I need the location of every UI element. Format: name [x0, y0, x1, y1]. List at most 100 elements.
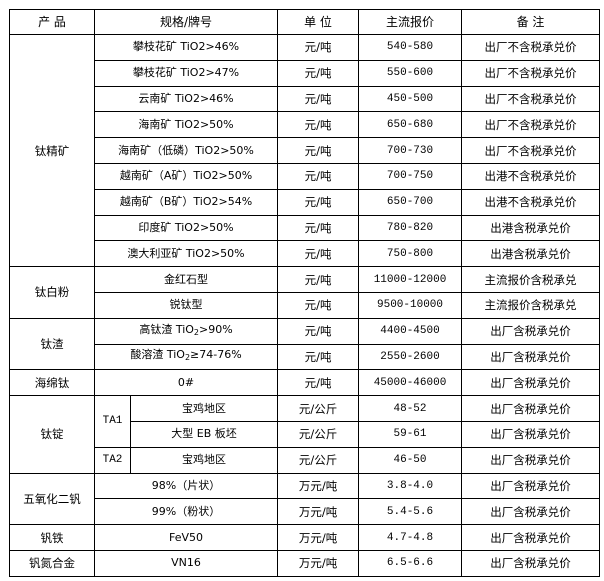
product-cell: 五氧化二钒 — [9, 472, 95, 526]
grade-cell: TA1 — [94, 395, 131, 448]
spec-cell: 98%（片状） — [93, 472, 279, 500]
unit-cell: 元/吨 — [277, 266, 360, 293]
grade-cell: TA2 — [94, 446, 131, 474]
header-cell: 备 注 — [461, 9, 601, 35]
table-row: 酸溶渣 TiO2≥74-76% 元/吨 2550-2600 出厂含税承兑价 — [10, 343, 601, 371]
price-cell: 9500-10000 — [358, 291, 463, 319]
spec-cell: VN16 — [93, 549, 279, 577]
table-row: 越南矿（B矿）TiO2>54% 元/吨 650-700 出港不含税承兑价 — [10, 188, 601, 216]
note-cell: 出港不含税承兑价 — [461, 188, 601, 216]
spec-cell: 海南矿 TiO2>50% — [93, 111, 279, 139]
table-row: 海南矿（低磷）TiO2>50% 元/吨 700-730 出厂不含税承兑价 — [10, 137, 601, 164]
table-row: 海南矿 TiO2>50% 元/吨 650-680 出厂不含税承兑价 — [10, 111, 601, 139]
unit-cell: 元/吨 — [277, 111, 360, 139]
spec-cell: 0# — [93, 369, 279, 397]
spec-cell: 攀枝花矿 TiO2>47% — [93, 59, 279, 87]
price-cell: 48-52 — [358, 395, 463, 422]
price-cell: 5.4-5.6 — [358, 498, 463, 526]
note-cell: 主流报价含税承兑 — [461, 266, 601, 293]
spec-cell: 澳大利亚矿 TiO2>50% — [93, 240, 279, 268]
price-cell: 650-680 — [358, 111, 463, 139]
unit-cell: 万元/吨 — [277, 549, 360, 577]
spec-cell: FeV50 — [93, 524, 279, 551]
spec-cell: 海南矿（低磷）TiO2>50% — [93, 137, 279, 164]
spec-cell: 大型 EB 板坯 — [129, 420, 279, 448]
unit-cell: 元/吨 — [277, 59, 360, 87]
spec-cell: 宝鸡地区 — [129, 446, 279, 474]
spec-suffix: ≥74-76% — [190, 348, 242, 362]
spec-cell: 越南矿（A矿）TiO2>50% — [93, 162, 279, 190]
spec-prefix: 酸溶渣 TiO — [130, 348, 185, 362]
table-row: 五氧化二钒 98%（片状） 万元/吨 3.8-4.0 出厂含税承兑价 — [9, 472, 601, 526]
unit-cell: 元/吨 — [277, 137, 360, 164]
table-row: 海绵钛 0# 元/吨 45000-46000 出厂含税承兑价 — [9, 369, 601, 397]
table-row: 越南矿（A矿）TiO2>50% 元/吨 700-750 出港不含税承兑价 — [10, 162, 601, 190]
product-cell: 钛精矿 — [9, 33, 95, 268]
price-cell: 650-700 — [358, 188, 463, 216]
note-cell: 出厂不含税承兑价 — [461, 34, 601, 61]
spec-subscript: 2 — [193, 327, 200, 337]
price-cell: 59-61 — [358, 420, 463, 448]
price-cell: 2550-2600 — [358, 343, 463, 371]
price-cell: 450-500 — [358, 85, 463, 113]
note-cell: 出厂含税承兑价 — [461, 524, 601, 551]
price-cell: 700-730 — [358, 137, 463, 164]
table-row: 攀枝花矿 TiO2>47% 元/吨 550-600 出厂不含税承兑价 — [10, 59, 601, 87]
unit-cell: 元/吨 — [277, 369, 360, 397]
unit-cell: 元/吨 — [277, 291, 360, 319]
note-cell: 出厂不含税承兑价 — [461, 59, 601, 87]
product-cell: 钛白粉 — [9, 266, 95, 319]
unit-cell: 万元/吨 — [277, 472, 360, 500]
table-row: 钛白粉 金红石型 元/吨 11000-12000 主流报价含税承兑 — [9, 266, 601, 319]
note-cell: 出厂不含税承兑价 — [461, 111, 601, 139]
price-cell: 45000-46000 — [358, 369, 463, 397]
table-row: 云南矿 TiO2>46% 元/吨 450-500 出厂不含税承兑价 — [10, 85, 601, 113]
table-row: 钛锭 TA1 宝鸡地区 元/公斤 48-52 出厂含税承兑价 — [9, 395, 601, 474]
note-cell: 主流报价含税承兑 — [461, 291, 601, 319]
spec-cell: 印度矿 TiO2>50% — [93, 214, 279, 242]
price-cell: 46-50 — [358, 446, 463, 474]
unit-cell: 元/吨 — [277, 240, 360, 268]
spec-cell: 酸溶渣 TiO2≥74-76% — [93, 343, 279, 371]
note-cell: 出厂不含税承兑价 — [461, 137, 601, 164]
unit-cell: 万元/吨 — [277, 524, 360, 551]
price-cell: 3.8-4.0 — [358, 472, 463, 500]
unit-cell: 元/吨 — [277, 343, 360, 371]
spec-cell: 越南矿（B矿）TiO2>54% — [93, 188, 279, 216]
unit-cell: 元/吨 — [277, 162, 360, 190]
note-cell: 出港含税承兑价 — [461, 214, 601, 242]
header-row: 产 品规格/牌号单 位主流报价备 注 — [9, 9, 601, 35]
price-cell: 4400-4500 — [358, 317, 463, 345]
spec-cell: 宝鸡地区 — [129, 395, 279, 422]
note-cell: 出厂含税承兑价 — [461, 498, 601, 526]
price-table: 产 品规格/牌号单 位主流报价备 注 钛精矿 攀枝花矿 TiO2>46% 元/吨 54… — [9, 9, 601, 577]
product-cell: 钛渣 — [9, 317, 95, 371]
price-cell: 11000-12000 — [358, 266, 463, 293]
unit-cell: 元/吨 — [277, 34, 360, 61]
header-cell: 主流报价 — [358, 9, 463, 35]
spec-cell: 高钛渣 TiO2>90% — [93, 317, 279, 345]
table-row: 锐钛型 元/吨 9500-10000 主流报价含税承兑 — [10, 291, 601, 319]
unit-cell: 元/吨 — [277, 317, 360, 345]
spec-subscript: 2 — [184, 353, 191, 363]
table-row: 澳大利亚矿 TiO2>50% 元/吨 750-800 出港含税承兑价 — [10, 240, 601, 268]
unit-cell: 万元/吨 — [277, 498, 360, 526]
price-cell: 6.5-6.6 — [358, 549, 463, 577]
price-cell: 750-800 — [358, 240, 463, 268]
note-cell: 出厂含税承兑价 — [461, 549, 601, 577]
note-cell: 出厂含税承兑价 — [461, 369, 601, 397]
unit-cell: 元/吨 — [277, 214, 360, 242]
note-cell: 出厂含税承兑价 — [461, 395, 601, 422]
unit-cell: 元/公斤 — [277, 446, 360, 474]
table-row: 印度矿 TiO2>50% 元/吨 780-820 出港含税承兑价 — [10, 214, 601, 242]
note-cell: 出港含税承兑价 — [461, 240, 601, 268]
price-cell: 4.7-4.8 — [358, 524, 463, 551]
spec-cell: 金红石型 — [93, 266, 279, 293]
unit-cell: 元/公斤 — [277, 420, 360, 448]
price-cell: 700-750 — [358, 162, 463, 190]
price-cell: 540-580 — [358, 34, 463, 61]
note-cell: 出港不含税承兑价 — [461, 162, 601, 190]
spec-cell: 攀枝花矿 TiO2>46% — [93, 34, 279, 61]
table-row: 钒氮合金 VN16 万元/吨 6.5-6.6 出厂含税承兑价 — [9, 549, 601, 577]
note-cell: 出厂不含税承兑价 — [461, 85, 601, 113]
